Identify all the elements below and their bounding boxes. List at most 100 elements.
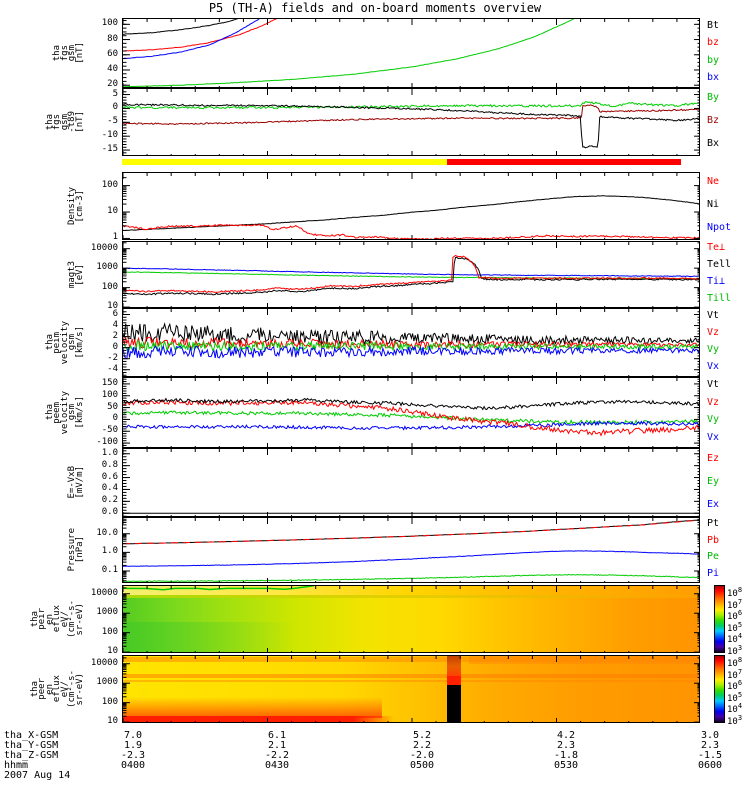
bottom-value: -1.8 [553,750,579,761]
ylabel-word: [eV] [74,263,85,286]
ytick-label: 1.0 [101,447,118,458]
colorbar-exponent: 7 [737,597,743,606]
ylabel-density: Density [cm-3] [28,172,85,240]
ytick-label: 0.0 [101,507,118,518]
legend-Ti⊥: Ti⊥ [707,275,726,287]
bottom-value: 4.2 [556,730,576,741]
colorbar-exponent: 4 [737,632,743,641]
bottom-row-label-tha_Y-GSM: tha_Y-GSM [4,740,59,751]
legend-Npot: Npot [707,221,732,233]
ytick-label: 100 [101,179,118,190]
bottom-value: 0600 [697,760,723,771]
bottom-value: 1.9 [123,740,143,751]
colorbar-exponent: 5 [737,620,743,629]
panel-canvas-density [123,173,699,239]
colorbar-exponent: 8 [737,586,743,594]
legend-By: By [707,92,720,104]
ylabel-peim-velocity: tha peim velocity gsm [km/s] [28,308,85,377]
legend-Vz: Vz [707,396,720,408]
colorbar-label: 104 [727,702,743,716]
ylabel-word: [nPa] [74,536,85,564]
series-sc-pot [123,586,314,591]
mode-bar [122,159,700,165]
spectro-band [123,716,394,722]
panel-canvas-pressure [123,518,699,582]
colorbar-label: 108 [727,586,743,599]
bottom-value: 2.1 [267,740,287,751]
ylabel-word: sr-eV) [74,672,85,706]
spectro-band [468,656,699,664]
spectro-band [123,673,699,678]
ytick-label: 2 [112,330,118,341]
ytick-label: -5 [107,116,118,127]
panel-canvas-magt3 [123,242,699,307]
bottom-value: 0530 [553,760,579,771]
legend-Vy: Vy [707,344,720,356]
panel-efield [122,448,700,517]
series-by [123,19,575,87]
ylabel-word: [nT] [74,111,85,133]
ytick-label: -2 [107,352,118,363]
ylabel-peer-spectrogram: tha peer en eflux eV/(cm²-s-sr-eV) [28,655,85,723]
ylabel-fgs-gsm-t89: tha fgs gsm -t89 [nT] [28,88,85,156]
spectro-band [446,685,461,722]
plot-title: P5 (TH-A) fields and on-board moments ov… [208,1,542,15]
bottom-row-label-hhmm: hhmm [4,760,29,771]
legend-Pe: Pe [707,551,720,563]
ytick-label: 0 [112,413,118,424]
series-Vt [123,322,699,347]
bottom-value: 3.0 [700,730,720,741]
spectro-band [123,679,699,683]
spectro-band [123,696,383,719]
ytick-label: 100 [101,281,118,292]
legend-Bt: Bt [707,19,720,31]
bottom-value: 0500 [409,760,435,771]
legend-Vz: Vz [707,326,720,338]
ytick-label: 5 [112,88,118,99]
ytick-label: 0.1 [101,564,118,575]
colorbar-exponent: 6 [737,679,743,688]
legend-Vx: Vx [707,432,720,444]
ylabel-efield: E=-VxB [mV/m] [28,448,85,517]
colorbar-label: 106 [727,679,743,693]
panel-canvas-peer-spectrogram [123,656,699,722]
panel-canvas-peem-velocity [123,378,699,447]
bottom-row-label-tha_X-GSM: tha_X-GSM [4,730,59,741]
spectro-band [123,594,699,598]
bottom-value: -2.0 [409,750,435,761]
ylabel-word: sr-eV) [74,602,85,636]
colorbar-label: 106 [727,609,743,623]
legend-Ez: Ez [707,452,720,464]
legend-Bz: Bz [707,115,720,126]
ytick-label: 10 [107,646,118,657]
colorbar-label: 103 [727,714,743,727]
legend-Till: Till [707,292,732,304]
ytick-label: 10000 [90,587,118,598]
ytick-label: 0 [112,102,118,113]
ytick-label: 4 [112,319,118,330]
series-Bx [123,103,699,149]
spectro-band [123,622,296,652]
ylabel-fgs-gsm: tha fgs gsm [nT] [28,18,85,88]
legend-Bx: Bx [707,137,720,149]
series-Vy [123,339,699,353]
series-Vx [123,420,699,431]
panel-pressure [122,517,700,583]
series-Bz [123,104,699,126]
panel-peer-spectrogram [122,655,700,723]
series-Vt [123,397,699,411]
bottom-value: 7.0 [123,730,143,741]
date-label: 2007 Aug 14 [4,770,71,781]
colorbar-exponent: 6 [737,609,743,618]
ylabel-pressure: Pressure [nPa] [28,517,85,583]
bottom-value: 2.3 [556,740,576,751]
series-Pb [123,519,699,545]
ytick-label: 0.6 [101,471,118,482]
ylabel-peir-spectrogram: tha peir en eflux eV/(cm²-s-sr-eV) [28,585,85,653]
panel-canvas-fgs-gsm [123,19,699,87]
colorbar-label: 107 [727,667,743,681]
ylabel-word: [km/s] [74,396,85,429]
legend-Pt: Pt [707,518,720,530]
panel-canvas-peir-spectrogram [123,586,699,652]
